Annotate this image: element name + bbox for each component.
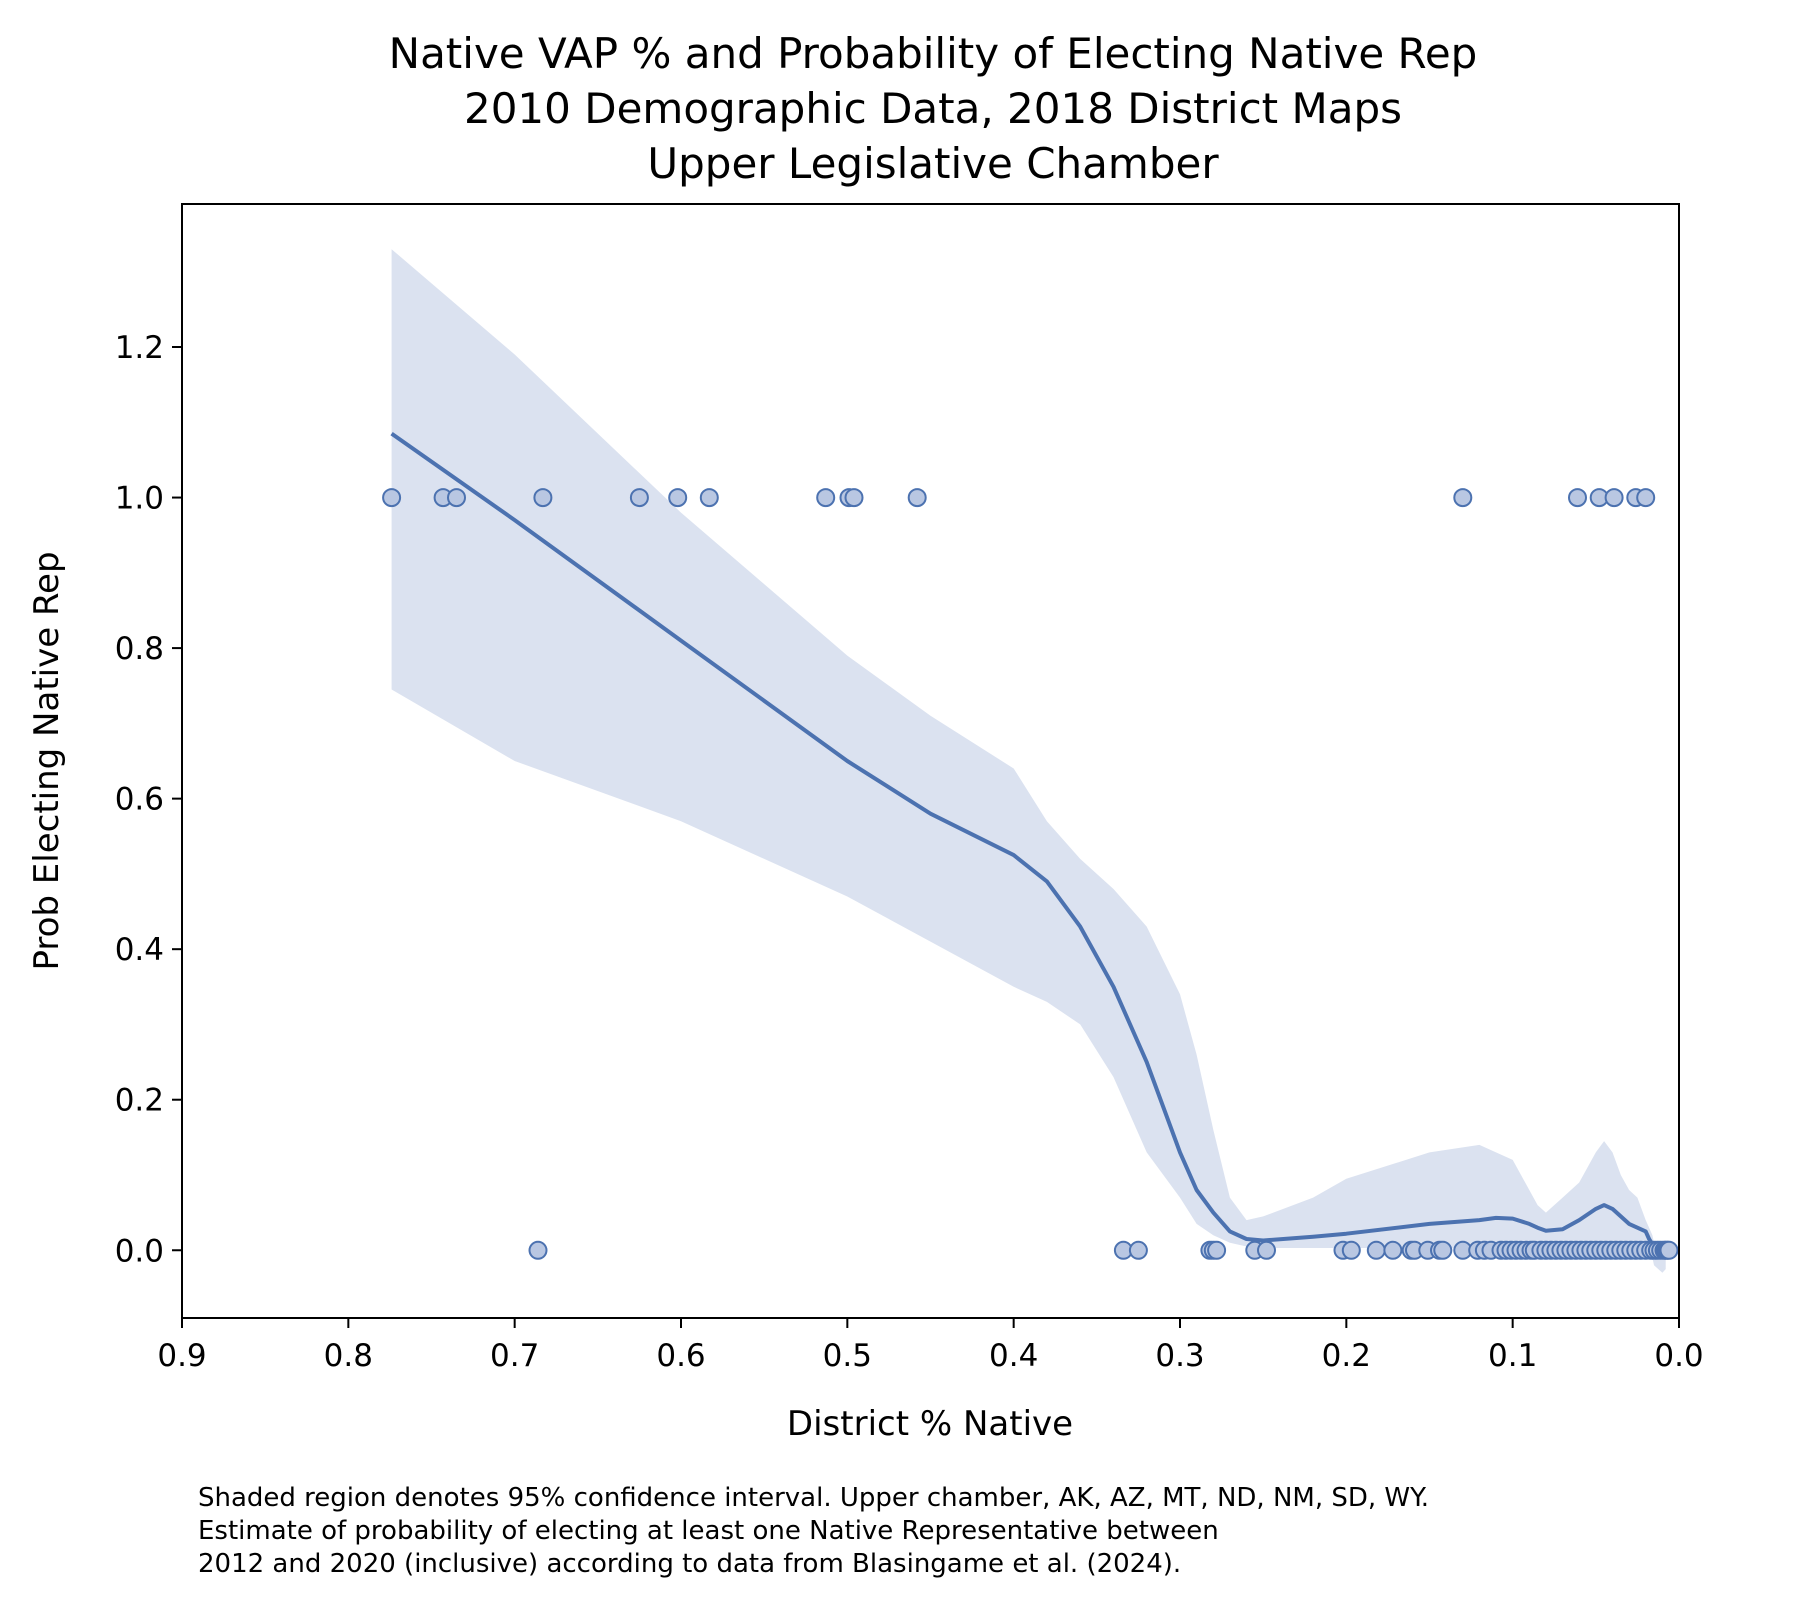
y-tick-label: 1.0 [115, 481, 164, 517]
y-tick-label: 1.2 [115, 330, 164, 366]
confidence-interval-band [391, 249, 1666, 1273]
data-point [1128, 1240, 1148, 1260]
data-point [1659, 1240, 1679, 1260]
x-tick-label: 0.4 [989, 1338, 1038, 1374]
y-tick-label: 0.0 [115, 1233, 164, 1269]
chart-title-line-3: Upper Legislative Chamber [647, 139, 1219, 188]
x-axis-label: District % Native [787, 1404, 1073, 1444]
data-point [528, 1240, 548, 1260]
data-point [1257, 1240, 1276, 1260]
chart-title: Native VAP % and Probability of Electing… [389, 29, 1478, 188]
y-axis-label: Prob Electing Native Rep [27, 551, 67, 970]
data-point [1453, 488, 1473, 508]
x-tick-label: 0.2 [1322, 1338, 1371, 1374]
x-tick-label: 0.9 [157, 1338, 206, 1374]
data-point [447, 488, 466, 508]
data-point [1604, 488, 1624, 508]
data-point [1366, 1240, 1386, 1260]
x-tick-label: 0.5 [823, 1338, 872, 1374]
data-point [1341, 1240, 1361, 1260]
caption-line-3: 2012 and 2020 (inclusive) according to d… [198, 1549, 1182, 1579]
y-tick-label: 0.2 [115, 1083, 164, 1119]
x-tick-label: 0.0 [1654, 1338, 1703, 1374]
data-point [668, 488, 688, 508]
plot-frame [181, 203, 1680, 1319]
data-point [1383, 1240, 1403, 1260]
data-point [629, 488, 649, 508]
data-points [382, 488, 1679, 1260]
chart-title-line-1: Native VAP % and Probability of Electing… [389, 29, 1478, 78]
x-tick-label: 0.6 [656, 1338, 705, 1374]
caption-line-1: Shaded region denotes 95% confidence int… [198, 1483, 1429, 1513]
y-tick-label: 0.4 [115, 932, 164, 968]
x-tick-label: 0.3 [1155, 1338, 1204, 1374]
data-point [816, 488, 836, 508]
data-point [907, 488, 927, 508]
data-point [382, 488, 402, 508]
chart-title-line-2: 2010 Demographic Data, 2018 District Map… [464, 84, 1402, 133]
x-axis-ticks: 0.9 0.8 0.7 0.6 0.5 0.4 0.3 0.2 0.1 0.0 [157, 1318, 1704, 1374]
data-point [1636, 488, 1656, 508]
x-tick-label: 0.1 [1488, 1338, 1537, 1374]
data-point [533, 488, 553, 508]
data-point [1207, 1240, 1227, 1260]
fit-line [390, 431, 1666, 1250]
y-tick-label: 0.8 [115, 631, 164, 667]
data-point [1568, 488, 1587, 508]
x-tick-label: 0.8 [324, 1338, 373, 1374]
caption-line-2: Estimate of probability of electing at l… [198, 1516, 1219, 1546]
data-point [844, 488, 864, 508]
y-axis-ticks: 0.0 0.2 0.4 0.6 0.8 1.0 1.2 [115, 330, 182, 1269]
plot-area [382, 249, 1679, 1273]
data-point [699, 488, 719, 508]
x-tick-label: 0.7 [490, 1338, 539, 1374]
chart-caption: Shaded region denotes 95% confidence int… [198, 1482, 1429, 1581]
data-point [1433, 1240, 1453, 1260]
y-tick-label: 0.6 [115, 782, 164, 818]
